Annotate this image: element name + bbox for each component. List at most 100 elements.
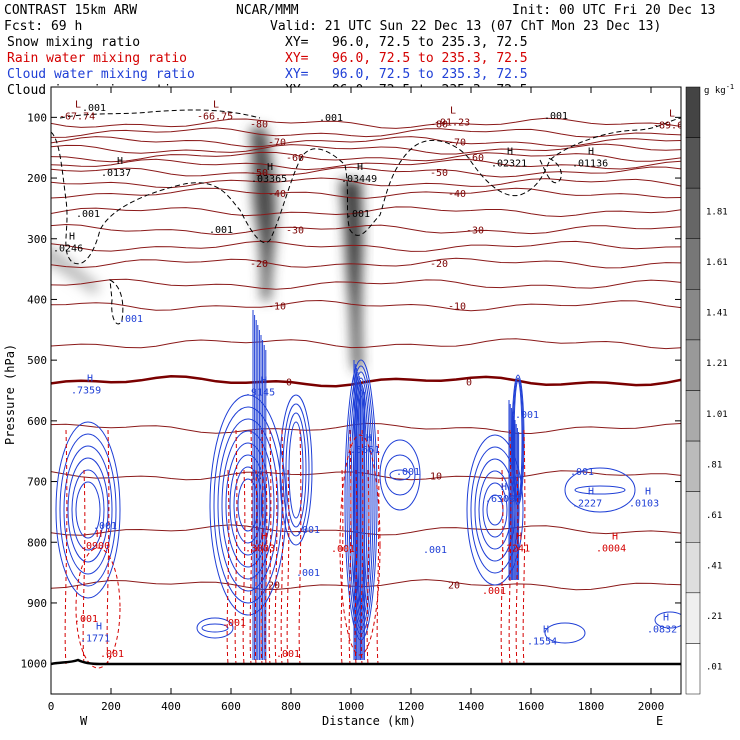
rain-contour <box>298 429 302 665</box>
plot-frame <box>50 86 682 695</box>
isotherm <box>51 143 681 155</box>
extremum-label: -91.23 <box>434 117 470 128</box>
x-tick-label: 200 <box>101 700 121 713</box>
rain-contour <box>106 429 110 665</box>
svg-text:.001: .001 <box>276 649 300 660</box>
isotherm <box>51 240 681 252</box>
legend-xy-cloud-water: XY= 96.0, 72.5 to 235.3, 72.5 <box>285 67 528 82</box>
extremum-label: -66.75 <box>197 111 233 122</box>
svg-text:.001: .001 <box>74 614 98 625</box>
high-marker: H <box>612 532 618 543</box>
y-tick-label: 600 <box>27 415 47 428</box>
contour-labels: .001 .001 .001 .001 .001 .001 .001 .001 … <box>74 103 594 660</box>
extremum-label: .03449 <box>341 174 377 185</box>
svg-text:.001: .001 <box>76 209 100 220</box>
rain-contour <box>515 469 519 665</box>
high-marker: H <box>543 624 549 635</box>
extremum-label: .01136 <box>572 159 608 170</box>
isotherm <box>51 151 681 163</box>
high-marker: H <box>663 612 669 623</box>
isotherm-label: -30 <box>466 226 484 237</box>
rain-contour <box>280 429 284 665</box>
extremum-label: .1241 <box>500 544 530 555</box>
cloud-water-contour <box>217 418 279 592</box>
isotherm <box>51 158 681 171</box>
colorbar-swatch <box>685 238 701 290</box>
legend-xy-snow: XY= 96.0, 72.5 to 235.3, 72.5 <box>285 35 528 50</box>
cloud-water-contour <box>544 622 586 644</box>
cloud-water-contour <box>233 466 263 544</box>
svg-text:.001: .001 <box>346 209 370 220</box>
rain-contour <box>254 469 258 665</box>
colorbar: .01 .21 .41 .61 .81 1.01 1.21 1.41 1.61 1.81 <box>685 86 728 695</box>
colorbar-swatch <box>685 137 701 189</box>
isotherm <box>51 177 681 189</box>
forecast-hour: Fcst: 69 h <box>4 19 82 34</box>
temperature-isotherms <box>51 117 681 591</box>
cloud-water-contour <box>379 439 421 511</box>
colorbar-swatch <box>685 390 701 442</box>
isotherm <box>51 338 681 350</box>
colorbar-label: 1.21 <box>706 359 728 369</box>
rain-contour <box>82 469 86 665</box>
high-marker: H <box>87 374 93 385</box>
cloud-water-contour <box>71 469 105 551</box>
cloud-water-contour <box>564 467 636 513</box>
x-axis: 0 200 400 600 800 1000 1200 1400 1600 1800 2000 <box>48 87 664 713</box>
cloud-water-contour <box>384 454 416 496</box>
y-tick-label: 200 <box>27 172 47 185</box>
model-title: CONTRAST 15km ARW <box>4 3 137 18</box>
legend-label-cloud-water: Cloud water mixing ratio <box>7 67 195 82</box>
rain-contour <box>64 429 68 665</box>
high-marker: H <box>588 147 594 158</box>
isotherm <box>51 136 681 148</box>
x-tick-label: 1200 <box>398 700 425 713</box>
svg-text:.001: .001 <box>100 649 124 660</box>
extremum-label: .6309 <box>485 494 515 505</box>
cloud-water-contour <box>63 445 113 575</box>
colorbar-swatch <box>685 86 701 138</box>
isotherm <box>51 166 681 178</box>
isotherm-label: -20 <box>250 259 268 270</box>
colorbar-label: 1.61 <box>706 258 728 268</box>
svg-text:.001: .001 <box>222 618 246 629</box>
x-tick-label: 800 <box>281 700 301 713</box>
rain-contour <box>366 469 370 665</box>
extremum-label: .1554 <box>527 636 557 647</box>
legend-xy-rain: XY= 96.0, 72.5 to 235.3, 72.5 <box>285 51 528 66</box>
isotherm-label: -80 <box>430 119 448 130</box>
rain-contour <box>242 469 246 665</box>
isotherm-label: -40 <box>268 189 286 200</box>
svg-text:.001: .001 <box>396 467 420 478</box>
svg-text:.001: .001 <box>93 521 117 532</box>
cloud-water-contour <box>75 481 101 539</box>
colorbar-swatch <box>685 643 701 695</box>
colorbar-swatch <box>685 440 701 492</box>
rain-contour <box>339 434 381 656</box>
svg-text:.001: .001 <box>296 525 320 536</box>
high-marker: H <box>267 162 273 173</box>
y-tick-label: 700 <box>27 476 47 489</box>
legend-label-rain: Rain water mixing ratio <box>7 51 187 66</box>
cloud-water-contour <box>55 421 121 599</box>
isotherm-label: 0 <box>466 377 472 388</box>
extremum-label: .0900 <box>80 541 110 552</box>
extremum-label: .0137 <box>101 168 131 179</box>
rain-contour <box>508 429 512 665</box>
cloud-ice-contours <box>51 109 681 325</box>
extremum-label: .0246 <box>53 244 83 255</box>
rain-contour <box>376 429 380 665</box>
extrema-labels: L-67.74L-66.75L-91.23L-89.6H.0137H.03365… <box>53 99 681 647</box>
extremum-label: .5661 <box>350 445 380 456</box>
high-marker: H <box>366 433 372 444</box>
isotherm <box>51 127 681 138</box>
y-tick-label: 500 <box>27 354 47 367</box>
y-tick-label: 100 <box>27 111 47 124</box>
rain-contour <box>234 429 238 665</box>
extremum-label: .7359 <box>71 386 101 397</box>
x-tick-label: 400 <box>161 700 181 713</box>
cloud-water-contour <box>59 433 117 587</box>
svg-text:.001: .001 <box>423 545 447 556</box>
colorbar-swatch <box>685 339 701 391</box>
